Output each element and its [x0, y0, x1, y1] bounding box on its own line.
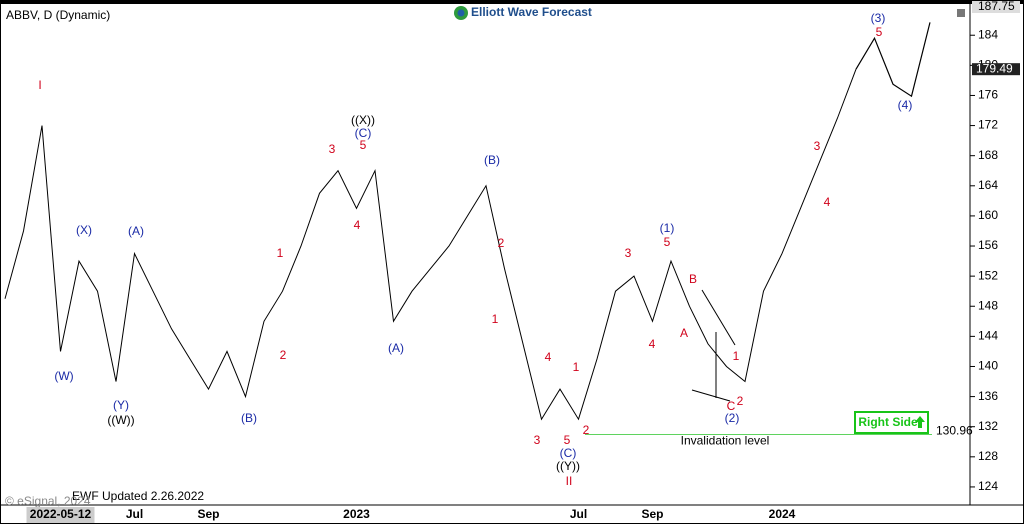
y-tick-label: 184 [978, 27, 998, 41]
wave-label: B [689, 272, 697, 286]
wave-label: 2 [737, 394, 744, 408]
footer-note: EWF Updated 2.26.2022 [72, 489, 204, 503]
wave-label: A [680, 326, 688, 340]
projection-line [855, 22, 931, 98]
y-tick-label: 136 [978, 389, 998, 403]
y-tick-label: 152 [978, 268, 998, 282]
x-tick-label: Jul [570, 507, 587, 521]
invalidation-value: 130.96 [936, 424, 973, 438]
top-price-label: 187.75 [978, 0, 1015, 13]
y-tick-label: 128 [978, 449, 998, 463]
x-tick-label: 2024 [769, 507, 796, 521]
chart-title: ABBV, D (Dynamic) [6, 8, 110, 22]
wave-label: 5 [876, 25, 883, 39]
brand: Elliott Wave Forecast [471, 5, 592, 19]
y-tick-label: 160 [978, 208, 998, 222]
wave-label: 3 [814, 139, 821, 153]
wave-label: ((W)) [107, 413, 134, 427]
y-tick-label: 144 [978, 329, 998, 343]
y-tick-label: 172 [978, 118, 998, 132]
wave-label: 4 [545, 350, 552, 364]
wave-label: 5 [564, 433, 571, 447]
wave-label: 4 [649, 337, 656, 351]
wave-label: 4 [824, 195, 831, 209]
wave-label: (C) [560, 446, 577, 460]
x-tick-label: 2022-05-12 [30, 507, 92, 521]
wave-label: (X) [76, 223, 92, 237]
last-price-tag [972, 63, 1020, 76]
wave-label: 1 [492, 312, 499, 326]
wave-label: 1 [573, 360, 580, 374]
wave-label: (2) [725, 411, 740, 425]
wave-label: (B) [484, 153, 500, 167]
wave-label: 1 [733, 349, 740, 363]
wave-label: 3 [534, 433, 541, 447]
wedge-line [691, 389, 731, 402]
button-arrow [915, 416, 925, 428]
settings-icon [957, 9, 965, 17]
y-tick-label: 132 [978, 419, 998, 433]
x-tick-label: 2023 [343, 507, 370, 521]
wave-label: ((Y)) [556, 459, 580, 473]
logo-icon-inner [457, 9, 465, 17]
wave-label: (W) [54, 369, 73, 383]
wave-label: 2 [583, 423, 590, 437]
last-price-label: 179.49 [976, 61, 1013, 75]
wave-label: 5 [664, 235, 671, 249]
y-tick-label: 124 [978, 479, 998, 493]
wave-label: 5 [360, 138, 367, 152]
y-tick-label: 168 [978, 148, 998, 162]
wave-label: ((X)) [351, 113, 375, 127]
price-line [4, 69, 857, 421]
wave-label: (A) [388, 341, 404, 355]
copyright: © eSignal, 2024 [5, 494, 91, 508]
y-tick-label: 164 [978, 178, 998, 192]
wave-label: (A) [128, 224, 144, 238]
wave-label: I [38, 78, 41, 92]
button-frame [854, 411, 929, 434]
wave-label: (C) [355, 126, 372, 140]
wave-label: II [566, 474, 573, 488]
wave-label: 3 [329, 142, 336, 156]
wave-label: 3 [625, 246, 632, 260]
y-tick-label: 176 [978, 88, 998, 102]
y-tick-label: 156 [978, 238, 998, 252]
wave-label: 2 [280, 348, 287, 362]
wave-label: (1) [660, 221, 675, 235]
wave-label: (3) [871, 11, 886, 25]
button-label: Right Side [858, 415, 918, 429]
x-tick-label: Sep [641, 507, 663, 521]
x-tick-label: Jul [126, 507, 143, 521]
wave-label: 4 [354, 218, 361, 232]
wave-label: C [727, 399, 736, 413]
wave-label: (4) [898, 98, 913, 112]
wave-label: 2 [498, 236, 505, 250]
x-tick-label: Sep [197, 507, 219, 521]
wave-label: 1 [277, 246, 284, 260]
invalidation-label: Invalidation level [681, 434, 770, 448]
wave-label: (B) [241, 411, 257, 425]
right-side-button: Right Side [854, 411, 929, 434]
top-bar [0, 0, 1024, 4]
wedge-line [701, 289, 736, 346]
x-tick-highlight [26, 507, 95, 523]
top-price-tag [972, 1, 1020, 13]
y-tick-label: 148 [978, 298, 998, 312]
y-tick-label: 140 [978, 359, 998, 373]
wave-label: (Y) [113, 398, 129, 412]
